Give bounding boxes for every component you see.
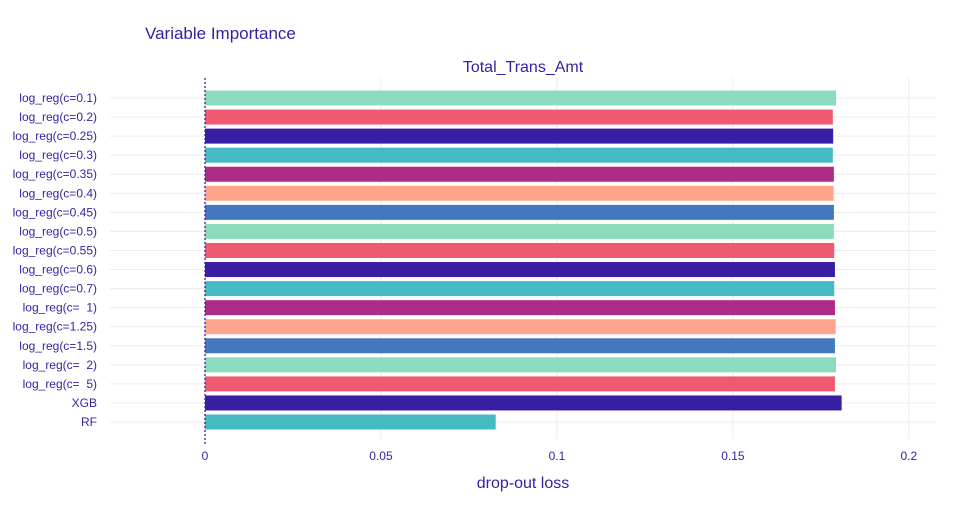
bar bbox=[205, 90, 837, 106]
chart-subtitle: Total_Trans_Amt bbox=[463, 59, 584, 76]
x-tick-label: 0 bbox=[202, 449, 209, 463]
y-tick-label: log_reg(c=1.5) bbox=[19, 339, 97, 353]
y-tick-label: log_reg(c=0.35) bbox=[13, 167, 97, 181]
y-tick-label: log_reg(c=0.25) bbox=[13, 129, 97, 143]
y-tick-label: log_reg(c=0.1) bbox=[19, 91, 97, 105]
y-tick-label: log_reg(c=0.4) bbox=[19, 186, 97, 200]
y-tick-label: log_reg(c=0.3) bbox=[19, 148, 97, 162]
bar bbox=[205, 166, 834, 182]
y-tick-labels: log_reg(c=0.1) log_reg(c=0.2) log_reg(c=0.… bbox=[13, 91, 97, 429]
chart-title: Variable Importance bbox=[145, 24, 296, 43]
x-tick-label: 0.2 bbox=[901, 449, 918, 463]
x-tick-labels: 0 0.05 0.1 0.15 0.2 bbox=[202, 449, 918, 463]
y-tick-label: log_reg(c= 5) bbox=[23, 377, 97, 391]
y-tick-label: log_reg(c= 2) bbox=[23, 358, 97, 372]
bar bbox=[205, 376, 835, 392]
x-tick-label: 0.1 bbox=[549, 449, 566, 463]
y-tick-label: log_reg(c=0.45) bbox=[13, 205, 97, 219]
bar bbox=[205, 262, 835, 278]
bar bbox=[205, 128, 834, 144]
x-tick-label: 0.05 bbox=[369, 449, 393, 463]
bar bbox=[205, 204, 834, 220]
y-tick-label: log_reg(c=0.2) bbox=[19, 110, 97, 124]
y-tick-label: log_reg(c=0.55) bbox=[13, 243, 97, 257]
bar bbox=[205, 338, 835, 354]
bar bbox=[205, 357, 837, 373]
y-tick-label: XGB bbox=[72, 396, 97, 410]
bar bbox=[205, 242, 835, 258]
bars bbox=[205, 90, 842, 430]
bar bbox=[205, 185, 834, 201]
bar bbox=[205, 223, 834, 239]
bar bbox=[205, 281, 835, 297]
y-tick-label: log_reg(c= 1) bbox=[23, 301, 97, 315]
bar bbox=[205, 414, 496, 430]
x-tick-label: 0.15 bbox=[721, 449, 745, 463]
y-tick-label: RF bbox=[81, 415, 97, 429]
bar bbox=[205, 147, 833, 163]
bar bbox=[205, 109, 833, 125]
bar bbox=[205, 395, 842, 411]
y-tick-label: log_reg(c=0.7) bbox=[19, 282, 97, 296]
y-tick-label: log_reg(c=1.25) bbox=[13, 320, 97, 334]
bar bbox=[205, 319, 836, 335]
bar bbox=[205, 300, 835, 316]
y-tick-label: log_reg(c=0.5) bbox=[19, 224, 97, 238]
x-axis-label: drop-out loss bbox=[477, 475, 570, 492]
y-tick-label: log_reg(c=0.6) bbox=[19, 263, 97, 277]
